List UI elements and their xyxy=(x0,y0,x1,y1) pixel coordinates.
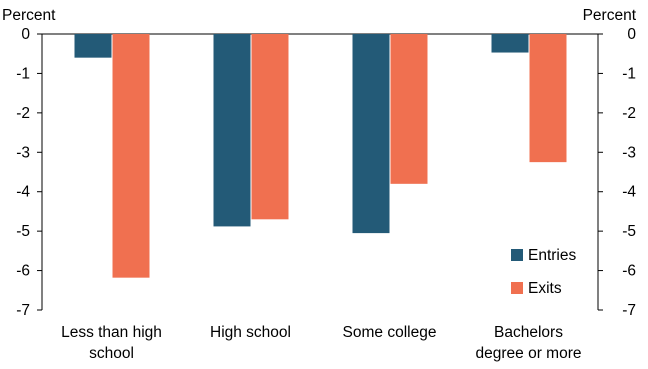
y-axis-label-right: Percent xyxy=(583,7,637,24)
y-tick-label-left: -5 xyxy=(16,223,30,240)
y-tick-label-right: 0 xyxy=(627,26,636,43)
x-tick-label: High school xyxy=(210,324,291,341)
y-tick-label-left: 0 xyxy=(21,26,30,43)
y-tick-label-right: -6 xyxy=(622,263,636,280)
y-tick-label-left: -4 xyxy=(16,184,30,201)
bar-entries-2 xyxy=(352,34,390,234)
y-tick-label-left: -7 xyxy=(16,302,30,319)
bar-exits-0 xyxy=(112,34,150,278)
legend-swatch-entries xyxy=(511,249,523,261)
legend-label-entries: Entries xyxy=(528,247,576,264)
y-tick-label-right: -4 xyxy=(622,184,636,201)
bar-exits-3 xyxy=(529,34,567,163)
x-tick-label: Less than high xyxy=(61,324,162,341)
legend-swatch-exits xyxy=(511,282,523,294)
y-tick-label-right: -2 xyxy=(622,105,636,122)
y-tick-label-left: -2 xyxy=(16,105,30,122)
y-tick-label-right: -5 xyxy=(622,223,636,240)
x-tick-label: degree or more xyxy=(476,345,582,362)
y-tick-label-right: -1 xyxy=(622,65,636,82)
y-axis-label-left: Percent xyxy=(2,7,56,24)
bar-exits-1 xyxy=(251,34,289,220)
x-tick-label: school xyxy=(89,345,134,362)
y-tick-label-left: -6 xyxy=(16,263,30,280)
x-tick-label: Some college xyxy=(343,324,437,341)
y-tick-label-left: -1 xyxy=(16,65,30,82)
legend-label-exits: Exits xyxy=(528,280,562,297)
axes: 0 0 -1 -1 -2 -2 -3 -3 -4 -4 -5 -5 -6 -6 -7 -7 Less than … xyxy=(16,26,636,362)
y-tick-label-right: -3 xyxy=(622,144,636,161)
legend: Entries Exits xyxy=(511,247,576,297)
bar-entries-1 xyxy=(213,34,251,227)
y-tick-label-right: -7 xyxy=(622,302,636,319)
x-tick-label: Bachelors xyxy=(494,324,563,341)
bar-entries-0 xyxy=(74,34,112,58)
bar-exits-2 xyxy=(390,34,428,184)
bars xyxy=(74,34,567,278)
y-tick-label-left: -3 xyxy=(16,144,30,161)
bar-entries-3 xyxy=(491,34,529,53)
